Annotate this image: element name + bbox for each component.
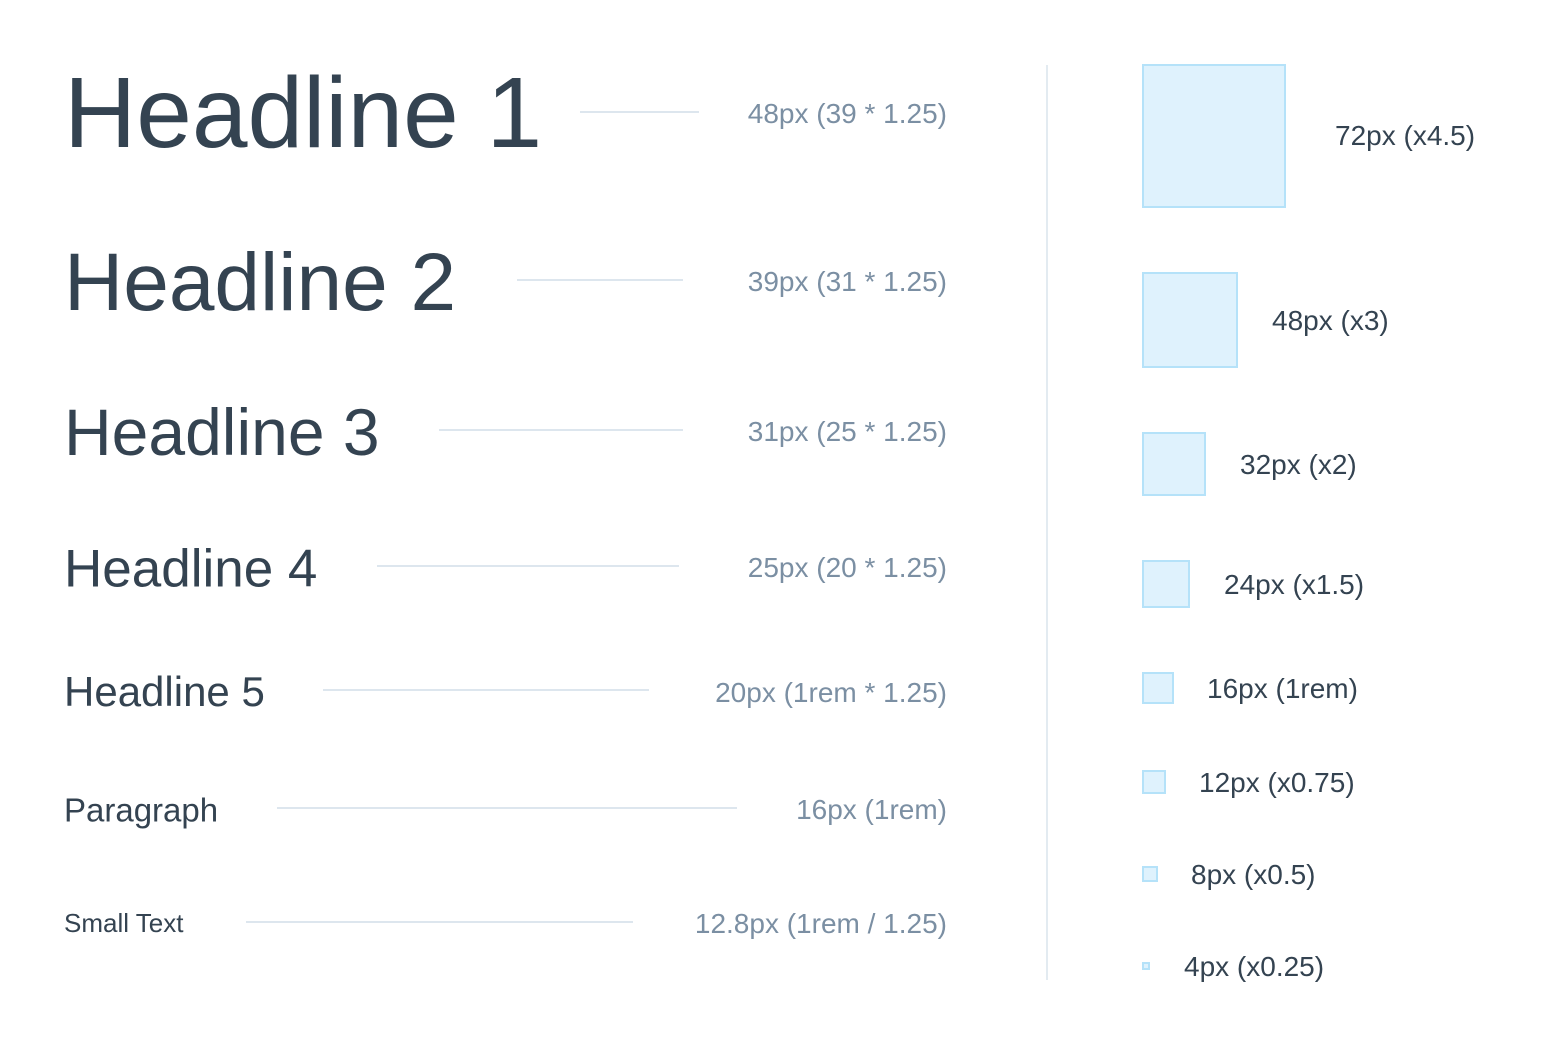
spacing-label-4: 4px (x0.25): [1184, 951, 1325, 982]
spacing-label-8: 8px (x0.5): [1191, 859, 1316, 890]
headline-5-spec: 20px (1rem * 1.25): [715, 677, 947, 708]
spacing-label-24: 24px (x1.5): [1224, 569, 1365, 600]
spacing-label-16: 16px (1rem): [1207, 673, 1358, 704]
spacing-swatch-24: [1142, 560, 1190, 608]
headline-2-spec: 39px (31 * 1.25): [747, 266, 947, 297]
spacing-label-12: 12px (x0.75): [1199, 767, 1355, 798]
headline-3-spec: 31px (25 * 1.25): [747, 416, 947, 447]
spacing-swatch-72: [1142, 64, 1286, 208]
headline-4-sample: Headline 4: [64, 539, 318, 599]
headline-3-sample: Headline 3: [64, 395, 380, 469]
spacing-swatch-12: [1142, 770, 1166, 794]
divider-line: [377, 565, 679, 567]
spacing-swatch-32: [1142, 432, 1206, 496]
divider-line: [277, 807, 737, 809]
divider-line: [246, 921, 633, 923]
spacing-label-72: 72px (x4.5): [1335, 120, 1476, 151]
headline-1-spec: 48px (39 * 1.25): [747, 98, 947, 129]
paragraph-sample: Paragraph: [64, 791, 219, 829]
spacing-swatch-16: [1142, 672, 1174, 704]
spacing-swatch-48: [1142, 272, 1238, 368]
section-divider: [1046, 65, 1048, 980]
headline-4-spec: 25px (20 * 1.25): [747, 552, 947, 583]
headline-1-sample: Headline 1: [64, 57, 543, 169]
divider-line: [580, 111, 699, 113]
divider-line: [323, 689, 649, 691]
paragraph-spec: 16px (1rem): [796, 794, 947, 825]
spacing-swatch-4: [1142, 962, 1150, 970]
spacing-label-32: 32px (x2): [1240, 449, 1357, 480]
spacing-label-48: 48px (x3): [1272, 305, 1389, 336]
divider-line: [439, 429, 683, 431]
spacing-swatch-8: [1142, 866, 1158, 882]
divider-line: [517, 279, 683, 281]
headline-5-sample: Headline 5: [64, 668, 265, 715]
small-text-sample: Small Text: [64, 908, 184, 938]
small-text-spec: 12.8px (1rem / 1.25): [694, 908, 947, 939]
headline-2-sample: Headline 2: [64, 237, 457, 328]
